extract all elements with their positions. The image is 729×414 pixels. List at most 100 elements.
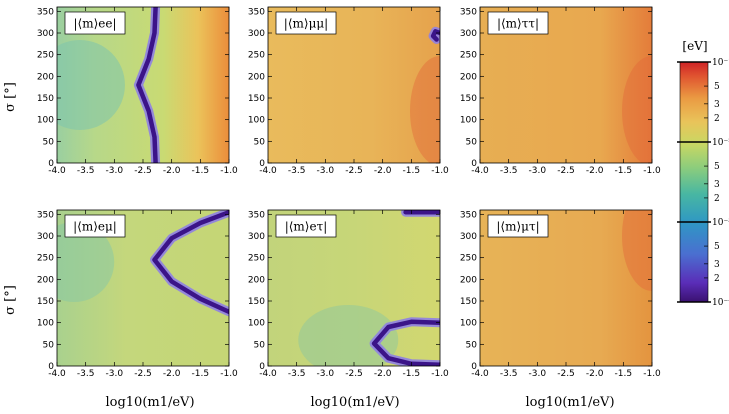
x-tick-label: -2.5 [557, 369, 575, 379]
y-tick-label: 300 [37, 232, 54, 242]
y-tick-label: 0 [471, 159, 477, 169]
y-tick-label: 200 [248, 72, 265, 82]
y-tick-label: 50 [254, 137, 266, 147]
y-tick-label: 100 [460, 319, 477, 329]
ylabel-top: σ [°] [3, 82, 18, 112]
xlabel-3: log10(m1/eV) [525, 395, 614, 410]
x-tick-label: -1.0 [220, 166, 238, 176]
y-tick-label: 50 [43, 340, 55, 350]
colorbar-major-label: 10⁻⁴ [712, 298, 729, 308]
colorbar-minor-label: 2 [714, 194, 720, 204]
x-tick-label: -2.5 [134, 369, 152, 379]
y-tick-label: 50 [466, 340, 478, 350]
x-tick-label: -3.0 [106, 369, 124, 379]
y-tick-label: 50 [466, 137, 478, 147]
panel-shading-3 [57, 222, 115, 302]
y-tick-label: 150 [248, 94, 265, 104]
contour-blob [57, 40, 125, 130]
x-tick-label: -1.0 [431, 166, 449, 176]
x-tick-label: -1.5 [192, 369, 210, 379]
colorbar-minor-label: 3 [714, 180, 720, 190]
axis-ticks-5: -4.0 -3.5 -3.0 -2.5 -2.0 -1.5 -1.0 0 50 100 150 200… [460, 210, 661, 379]
axis-ticks-0: -4.0 -3.5 -3.0 -2.5 -2.0 -1.5 -1.0 0 50 100 150 200… [37, 7, 238, 176]
y-tick-label: 150 [460, 94, 477, 104]
y-tick-label: 100 [37, 319, 54, 329]
x-tick-label: -3.0 [106, 166, 124, 176]
y-tick-label: 250 [460, 254, 477, 264]
y-tick-label: 350 [37, 210, 54, 220]
contour-blob [622, 56, 652, 163]
y-tick-label: 250 [248, 51, 265, 61]
y-tick-label: 300 [248, 29, 265, 39]
x-tick-label: -4.0 [471, 166, 489, 176]
x-tick-label: -2.0 [163, 369, 181, 379]
y-tick-label: 200 [460, 72, 477, 82]
panel-shading-4 [298, 305, 399, 366]
x-tick-label: -3.5 [500, 369, 518, 379]
y-tick-label: 350 [460, 7, 477, 17]
y-tick-label: 250 [460, 51, 477, 61]
panel-shading-2 [622, 56, 652, 163]
colorbar-major-label: 10⁻¹ [712, 58, 729, 68]
colorbar-minor-label: 3 [714, 260, 720, 270]
x-tick-label: -3.0 [529, 166, 547, 176]
y-tick-label: 200 [37, 275, 54, 285]
panel-label-3: |⟨m⟩eμ| [73, 220, 117, 234]
axis-ticks-3: -4.0 -3.5 -3.0 -2.5 -2.0 -1.5 -1.0 0 50 100 150 200… [37, 210, 238, 379]
y-tick-label: 150 [37, 297, 54, 307]
y-tick-label: 150 [248, 297, 265, 307]
contour-blob [622, 210, 652, 291]
panel-4: -4.0 -3.5 -3.0 -2.5 -2.0 -1.5 -1.0 0 50 100 150 200… [248, 209, 449, 379]
y-tick-label: 100 [37, 116, 54, 126]
ylabel-bottom: σ [°] [3, 285, 18, 315]
x-tick-label: -1.0 [643, 369, 661, 379]
y-tick-label: 250 [248, 254, 265, 264]
y-tick-label: 300 [37, 29, 54, 39]
x-tick-label: -3.5 [77, 166, 95, 176]
y-tick-label: 50 [254, 340, 266, 350]
y-tick-label: 350 [37, 7, 54, 17]
y-tick-label: 350 [460, 210, 477, 220]
x-tick-label: -1.5 [615, 369, 633, 379]
x-tick-label: -3.5 [77, 369, 95, 379]
y-tick-label: 200 [460, 275, 477, 285]
panels: -4.0 -3.5 -3.0 -2.5 -2.0 -1.5 -1.0 0 50 100 150 200… [37, 6, 661, 379]
panel-label-box-4 [275, 214, 337, 238]
panel-0: -4.0 -3.5 -3.0 -2.5 -2.0 -1.5 -1.0 0 50 100 150 200… [37, 6, 238, 176]
y-tick-label: 300 [460, 29, 477, 39]
y-tick-label: 0 [48, 159, 54, 169]
colorbar-minor-label: 3 [714, 100, 720, 110]
panel-label-0: |⟨m⟩ee| [73, 17, 116, 31]
panel-1: -4.0 -3.5 -3.0 -2.5 -2.0 -1.5 -1.0 0 50 100 150 200… [248, 6, 449, 176]
panel-shading-1 [410, 56, 440, 163]
x-tick-label: -2.0 [163, 166, 181, 176]
colorbar-minor-label: 2 [714, 114, 720, 124]
colorbar: [eV] 10⁻¹ 10⁻² 10⁻³ 10⁻⁴ 5 3 2 5 3 2 5 3 2 [677, 39, 729, 308]
contour-blob [410, 56, 440, 163]
x-tick-label: -4.0 [259, 166, 277, 176]
panel-label-box-3 [64, 214, 126, 238]
x-tick-label: -1.0 [431, 369, 449, 379]
x-tick-label: -4.0 [48, 369, 66, 379]
xlabel-2: log10(m1/eV) [310, 395, 399, 410]
colorbar-minor-label: 5 [714, 162, 720, 172]
x-tick-label: -3.5 [288, 369, 306, 379]
colorbar-major-label: 10⁻² [712, 138, 729, 148]
panel-shading-0 [57, 40, 125, 130]
x-tick-label: -2.5 [345, 369, 363, 379]
y-tick-label: 50 [43, 137, 55, 147]
x-tick-label: -2.5 [345, 166, 363, 176]
colorbar-minor-label: 5 [714, 242, 720, 252]
y-tick-label: 0 [471, 362, 477, 372]
panel-5: -4.0 -3.5 -3.0 -2.5 -2.0 -1.5 -1.0 0 50 100 150 200… [460, 209, 661, 379]
x-tick-label: -3.0 [317, 369, 335, 379]
panel-label-5: |⟨m⟩μτ| [496, 220, 539, 234]
x-tick-label: -4.0 [259, 369, 277, 379]
contour-blob [57, 222, 115, 302]
panel-label-4: |⟨m⟩eτ| [285, 220, 328, 234]
colorbar-unit-label: [eV] [682, 39, 707, 53]
x-tick-label: -3.5 [288, 166, 306, 176]
x-tick-label: -1.5 [615, 166, 633, 176]
xlabel-1: log10(m1/eV) [105, 395, 194, 410]
